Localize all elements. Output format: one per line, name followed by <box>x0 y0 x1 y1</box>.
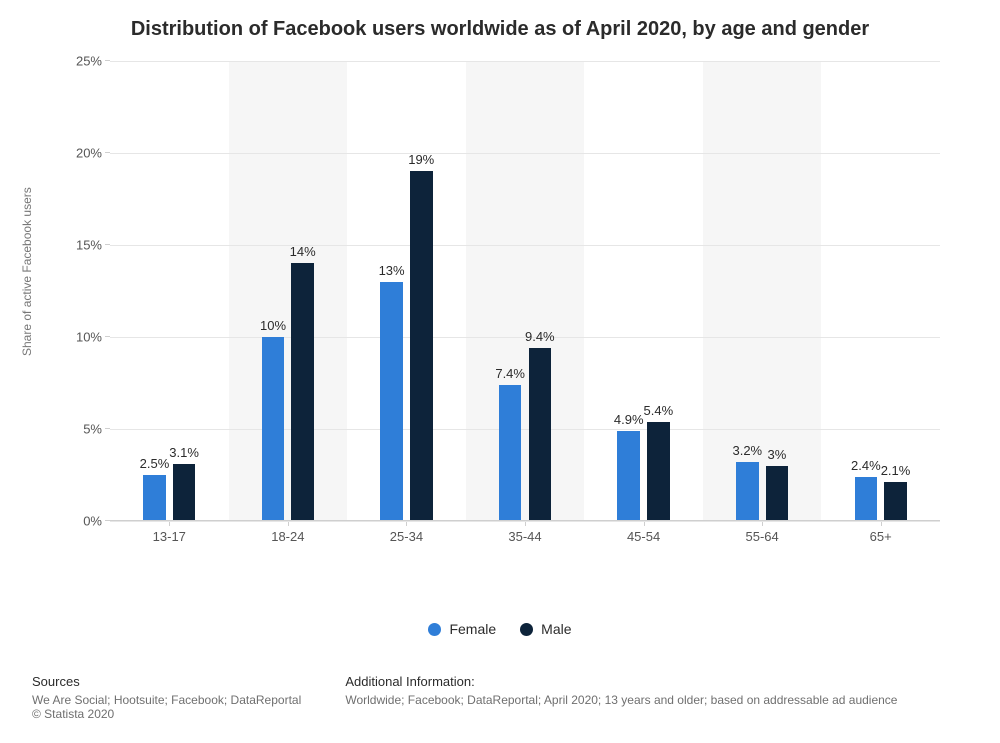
ytick-label: 25% <box>76 54 110 69</box>
xtick-mark <box>406 521 407 526</box>
bars-layer: 2.5%3.1%10%14%13%19%7.4%9.4%4.9%5.4%3.2%… <box>110 61 940 521</box>
bar-value-label: 7.4% <box>495 366 525 385</box>
bar-value-label: 9.4% <box>525 329 555 348</box>
bar-female: 13% <box>380 282 403 521</box>
bar-value-label: 3.2% <box>732 443 762 462</box>
plot-area: 2.5%3.1%10%14%13%19%7.4%9.4%4.9%5.4%3.2%… <box>110 61 940 521</box>
x-axis-line <box>110 520 940 521</box>
footer: Sources We Are Social; Hootsuite; Facebo… <box>32 674 968 721</box>
xtick-label: 25-34 <box>390 529 423 544</box>
bar-male: 2.1% <box>884 482 907 521</box>
ytick-label: 10% <box>76 330 110 345</box>
chart-container: Share of active Facebook users 2.5%3.1%1… <box>40 51 960 571</box>
chart-title: Distribution of Facebook users worldwide… <box>0 0 1000 51</box>
legend-dot-icon <box>428 623 441 636</box>
xtick-label: 35-44 <box>508 529 541 544</box>
ytick-label: 5% <box>83 422 110 437</box>
legend: Female Male <box>0 621 1000 639</box>
bar-male: 19% <box>410 171 433 521</box>
info-header: Additional Information: <box>345 674 945 689</box>
bar-value-label: 19% <box>408 152 434 171</box>
bar-male: 3% <box>766 466 789 521</box>
y-axis-label: Share of active Facebook users <box>20 187 34 356</box>
ytick-label: 20% <box>76 146 110 161</box>
info-text: Worldwide; Facebook; DataReportal; April… <box>345 693 945 707</box>
xtick-label: 45-54 <box>627 529 660 544</box>
xtick-label: 65+ <box>870 529 892 544</box>
bar-value-label: 3.1% <box>169 445 199 464</box>
bar-female: 2.4% <box>855 477 878 521</box>
legend-item-female[interactable]: Female <box>428 621 496 637</box>
xtick-label: 18-24 <box>271 529 304 544</box>
legend-dot-icon <box>520 623 533 636</box>
bar-value-label: 2.4% <box>851 458 881 477</box>
bar-male: 3.1% <box>173 464 196 521</box>
bar-male: 5.4% <box>647 422 670 521</box>
bar-value-label: 2.5% <box>140 456 170 475</box>
ytick-label: 0% <box>83 514 110 529</box>
bar-value-label: 10% <box>260 318 286 337</box>
xtick-mark <box>169 521 170 526</box>
bar-female: 3.2% <box>736 462 759 521</box>
bar-female: 7.4% <box>499 385 522 521</box>
xtick-label: 13-17 <box>153 529 186 544</box>
legend-label: Female <box>449 621 496 637</box>
legend-item-male[interactable]: Male <box>520 621 571 637</box>
xtick-mark <box>762 521 763 526</box>
bar-value-label: 4.9% <box>614 412 644 431</box>
copyright-text: © Statista 2020 <box>32 707 342 721</box>
legend-label: Male <box>541 621 571 637</box>
xtick-mark <box>525 521 526 526</box>
xtick-mark <box>644 521 645 526</box>
bar-value-label: 5.4% <box>644 403 674 422</box>
bar-value-label: 2.1% <box>881 463 911 482</box>
xtick-mark <box>288 521 289 526</box>
footer-info: Additional Information: Worldwide; Faceb… <box>345 674 945 707</box>
bar-male: 9.4% <box>529 348 552 521</box>
bar-male: 14% <box>291 263 314 521</box>
xtick-mark <box>881 521 882 526</box>
sources-text: We Are Social; Hootsuite; Facebook; Data… <box>32 693 342 707</box>
bar-female: 4.9% <box>617 431 640 521</box>
xtick-label: 55-64 <box>746 529 779 544</box>
bar-value-label: 13% <box>379 263 405 282</box>
bar-value-label: 3% <box>768 447 787 466</box>
bar-female: 2.5% <box>143 475 166 521</box>
ytick-label: 15% <box>76 238 110 253</box>
bar-value-label: 14% <box>290 244 316 263</box>
bar-female: 10% <box>262 337 285 521</box>
footer-sources: Sources We Are Social; Hootsuite; Facebo… <box>32 674 342 721</box>
sources-header: Sources <box>32 674 342 689</box>
